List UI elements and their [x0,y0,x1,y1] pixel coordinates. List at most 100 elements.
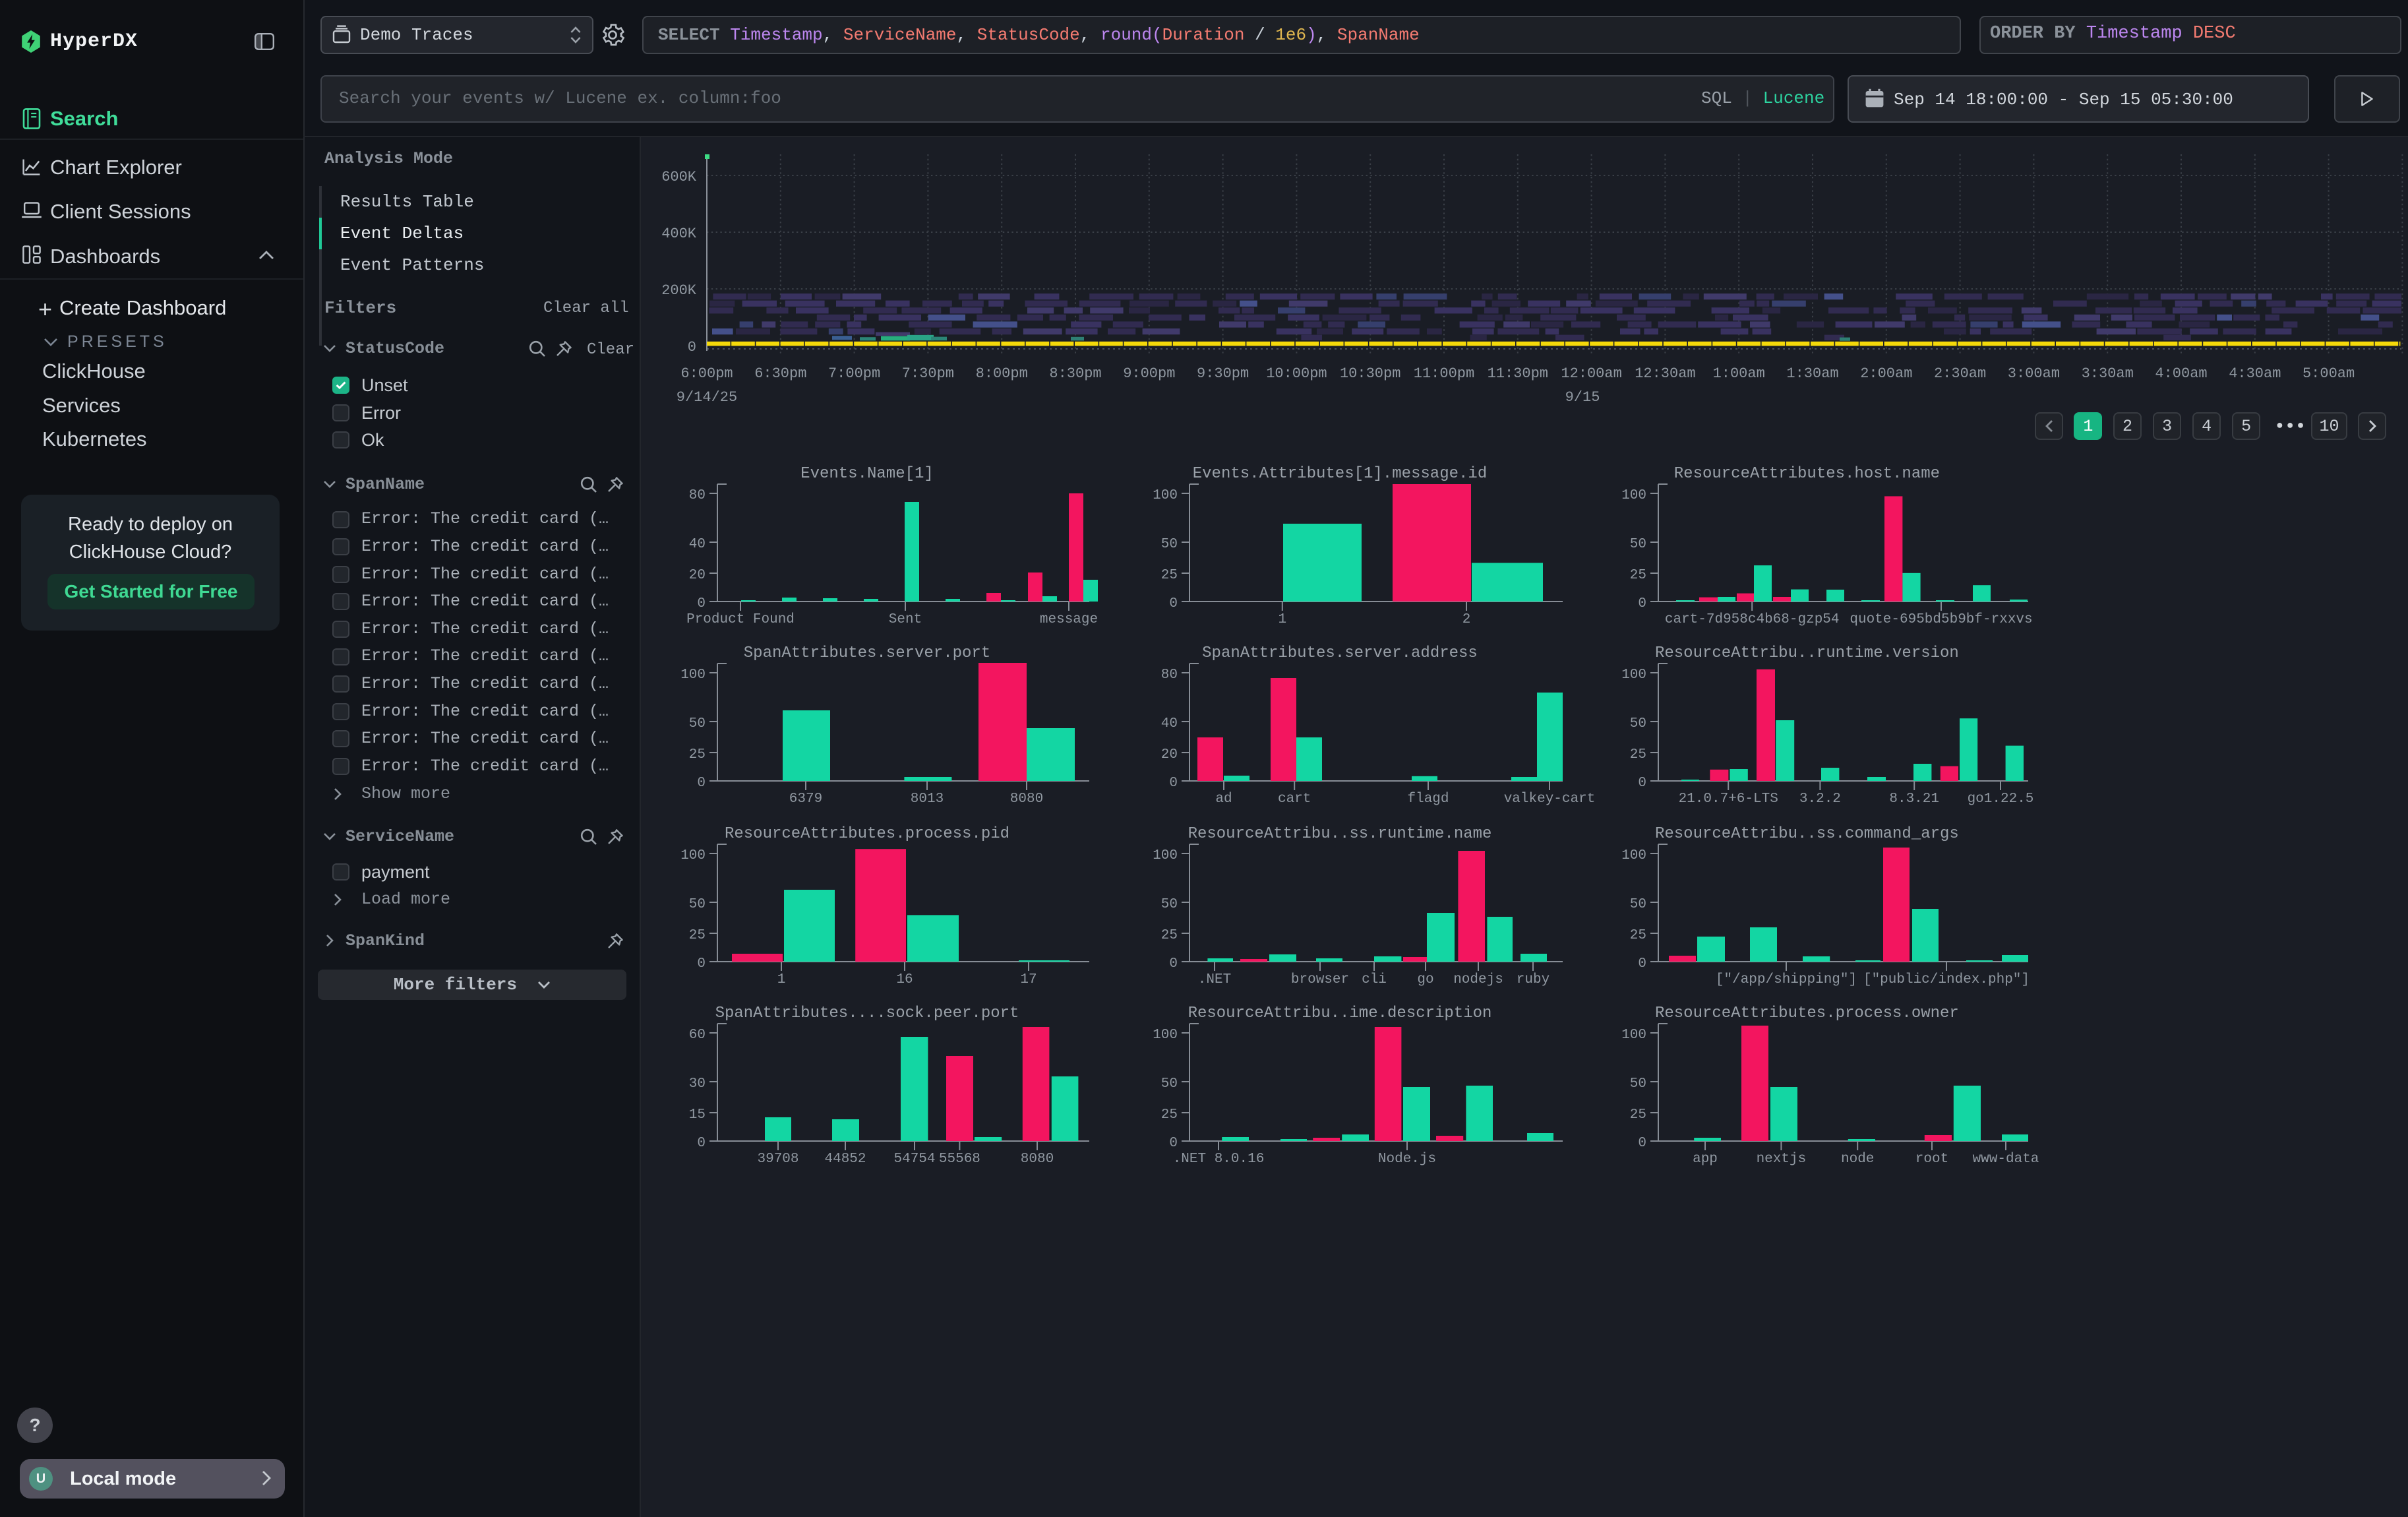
svg-text:39708: 39708 [757,1152,798,1167]
svg-text:8:30pm: 8:30pm [1049,365,1101,382]
svg-text:2:00am: 2:00am [1860,365,1912,382]
svg-text:100: 100 [680,667,706,683]
svg-text:25: 25 [1630,928,1646,943]
svg-text:0: 0 [1169,1136,1178,1151]
svg-text:message: message [1040,612,1098,627]
svg-text:50: 50 [1161,537,1178,552]
svg-text:50: 50 [1161,897,1178,912]
svg-text:7:30pm: 7:30pm [902,365,954,382]
svg-text:50: 50 [1630,1076,1646,1092]
svg-text:app: app [1693,1152,1718,1167]
svg-text:15: 15 [689,1107,706,1123]
svg-text:browser: browser [1291,972,1349,987]
svg-text:8013: 8013 [911,791,944,807]
svg-text:44852: 44852 [824,1152,866,1167]
svg-text:40: 40 [689,537,706,552]
svg-text:0: 0 [1169,596,1178,611]
svg-text:3:00am: 3:00am [2008,365,2060,382]
svg-text:SpanAttributes....sock.peer.po: SpanAttributes....sock.peer.port [715,1005,1019,1022]
svg-text:100: 100 [1621,667,1646,683]
svg-text:go: go [1417,972,1433,987]
svg-text:30: 30 [689,1076,706,1092]
svg-text:40: 40 [1161,716,1178,731]
svg-text:100: 100 [680,848,706,863]
svg-text:9/14/25: 9/14/25 [677,389,737,406]
svg-text:.NET 8.0.16: .NET 8.0.16 [1173,1152,1265,1167]
svg-text:25: 25 [1630,1107,1646,1123]
svg-text:nextjs: nextjs [1757,1152,1807,1167]
svg-text:50: 50 [689,716,706,731]
svg-text:ResourceAttributes.process.own: ResourceAttributes.process.owner [1655,1005,1959,1022]
svg-text:50: 50 [1630,716,1646,731]
svg-text:25: 25 [1161,568,1178,583]
svg-text:node: node [1841,1152,1874,1167]
svg-text:root: root [1915,1152,1948,1167]
svg-text:ResourceAttribu..ss.command_ar: ResourceAttribu..ss.command_args [1655,825,1959,843]
svg-text:20: 20 [689,568,706,583]
svg-text:SpanAttributes.server.port: SpanAttributes.server.port [744,644,990,662]
svg-text:nodejs: nodejs [1453,972,1503,987]
svg-text:8080: 8080 [1010,791,1043,807]
svg-text:7:00pm: 7:00pm [828,365,880,382]
svg-text:2: 2 [1462,612,1471,627]
svg-text:0: 0 [697,776,706,791]
svg-text:0: 0 [1169,776,1178,791]
svg-text:6379: 6379 [789,791,822,807]
svg-text:100: 100 [1153,488,1178,503]
svg-text:Events.Attributes[1].message.i: Events.Attributes[1].message.id [1193,465,1487,483]
svg-text:0: 0 [697,1136,706,1151]
svg-text:ResourceAttribu..ime.descripti: ResourceAttribu..ime.description [1188,1005,1492,1022]
svg-text:9/15: 9/15 [1565,389,1600,406]
svg-text:200K: 200K [661,282,697,299]
svg-text:0: 0 [697,956,706,972]
svg-text:1: 1 [777,972,786,987]
svg-text:6:30pm: 6:30pm [754,365,806,382]
svg-text:16: 16 [896,972,913,987]
svg-text:www-data: www-data [1973,1152,2039,1167]
svg-text:ResourceAttributes.host.name: ResourceAttributes.host.name [1674,465,1940,483]
svg-text:Product Found: Product Found [686,612,795,627]
svg-text:ResourceAttribu..ss.runtime.na: ResourceAttribu..ss.runtime.name [1188,825,1492,843]
svg-text:600K: 600K [661,169,697,185]
svg-text:80: 80 [689,488,706,503]
svg-text:54754: 54754 [893,1152,935,1167]
svg-text:go1.22.5: go1.22.5 [1968,791,2034,807]
svg-text:25: 25 [1630,747,1646,762]
svg-text:8080: 8080 [1021,1152,1054,1167]
svg-text:8.3.21: 8.3.21 [1889,791,1939,807]
svg-text:0: 0 [1638,956,1646,972]
svg-text:Sent: Sent [889,612,922,627]
svg-text:.NET: .NET [1198,972,1231,987]
svg-text:valkey-cart: valkey-cart [1504,791,1596,807]
svg-text:flagd: flagd [1407,791,1449,807]
svg-text:25: 25 [689,747,706,762]
svg-text:60: 60 [689,1028,706,1043]
svg-text:4:30am: 4:30am [2229,365,2281,382]
svg-text:100: 100 [1621,1028,1646,1043]
svg-text:12:00am: 12:00am [1561,365,1621,382]
svg-text:["/app/shipping"]: ["/app/shipping"] [1716,972,1857,987]
svg-text:1:00am: 1:00am [1713,365,1765,382]
svg-text:0: 0 [697,596,706,611]
svg-text:8:00pm: 8:00pm [976,365,1028,382]
svg-text:100: 100 [1153,1028,1178,1043]
svg-text:ResourceAttribu..runtime.versi: ResourceAttribu..runtime.version [1655,644,1959,662]
svg-text:21.0.7+6-LTS: 21.0.7+6-LTS [1679,791,1778,807]
svg-text:11:00pm: 11:00pm [1414,365,1474,382]
svg-text:1: 1 [1278,612,1286,627]
svg-text:3.2.2: 3.2.2 [1799,791,1841,807]
svg-text:SpanAttributes.server.address: SpanAttributes.server.address [1202,644,1478,662]
svg-text:2:30am: 2:30am [1934,365,1986,382]
svg-text:100: 100 [1621,488,1646,503]
svg-text:5:00am: 5:00am [2303,365,2355,382]
svg-text:100: 100 [1621,848,1646,863]
svg-text:1:30am: 1:30am [1786,365,1838,382]
svg-text:25: 25 [1161,928,1178,943]
svg-text:0: 0 [1638,1136,1646,1151]
svg-text:100: 100 [1153,848,1178,863]
svg-text:80: 80 [1161,667,1178,683]
svg-text:ad: ad [1215,791,1232,807]
svg-text:55568: 55568 [939,1152,980,1167]
svg-text:25: 25 [689,928,706,943]
svg-text:6:00pm: 6:00pm [680,365,733,382]
